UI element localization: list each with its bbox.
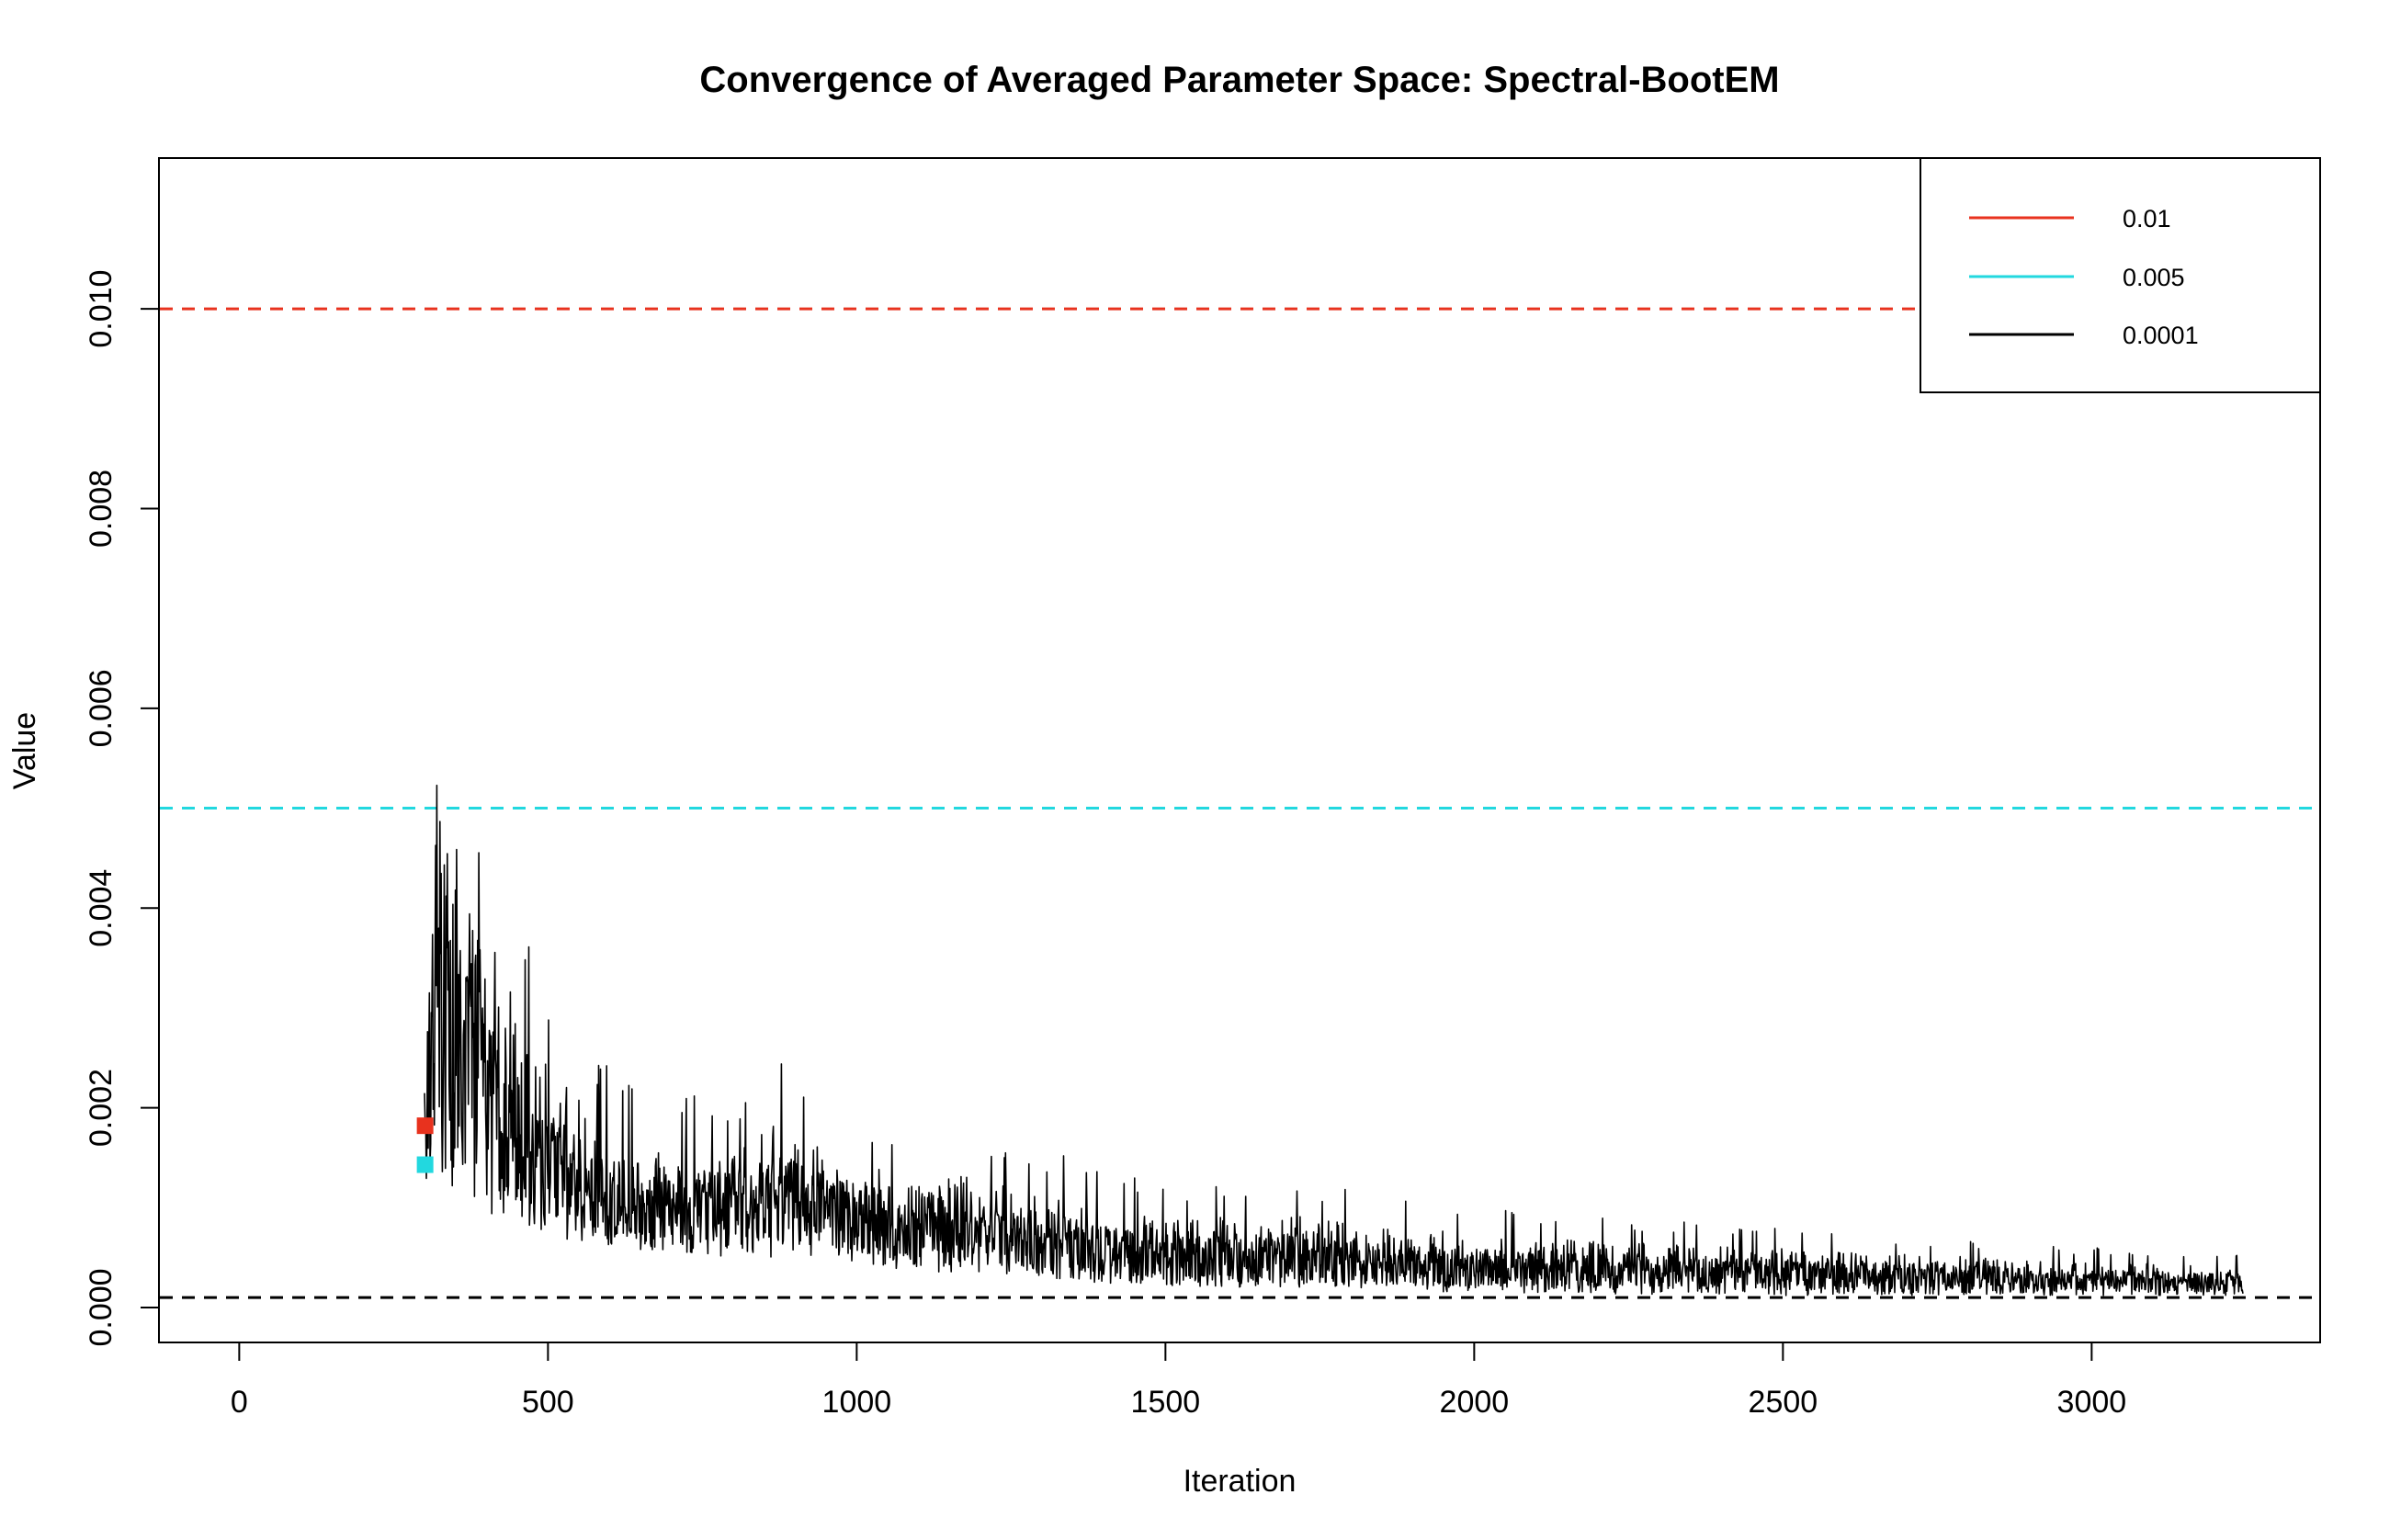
y-tick-label: 0.008 bbox=[84, 470, 119, 548]
x-tick-label: 3000 bbox=[2057, 1385, 2127, 1420]
x-tick-label: 1000 bbox=[822, 1385, 892, 1420]
x-tick-label: 500 bbox=[522, 1385, 574, 1420]
threshold-lines bbox=[160, 307, 2319, 1299]
series-layer bbox=[424, 784, 2244, 1297]
x-axis: 0 500 1000 1500 2000 2500 3000 bbox=[231, 1342, 2126, 1420]
y-axis: 0.000 0.002 0.004 0.006 0.008 0.010 bbox=[84, 270, 159, 1347]
y-axis-label: Value bbox=[7, 712, 42, 789]
y-tick-label: 0.004 bbox=[84, 869, 119, 947]
x-axis-label: Iteration bbox=[1184, 1464, 1297, 1499]
series-line-averaged-parameter-value bbox=[424, 784, 2244, 1297]
x-tick-label: 2500 bbox=[1749, 1385, 1818, 1420]
x-tick-label: 2000 bbox=[1440, 1385, 1510, 1420]
convergence-markers bbox=[416, 1117, 434, 1173]
legend: 0.01 0.005 0.0001 bbox=[1920, 157, 2321, 393]
y-tick-label: 0.000 bbox=[84, 1268, 119, 1346]
legend-label-0.0001: 0.0001 bbox=[2123, 322, 2199, 349]
marker-convergence-0.005 bbox=[416, 1156, 434, 1173]
chart-title: Convergence of Averaged Parameter Space:… bbox=[699, 60, 1779, 100]
y-tick-label: 0.002 bbox=[84, 1069, 119, 1147]
marker-convergence-0.01 bbox=[416, 1117, 434, 1135]
legend-label-0.01: 0.01 bbox=[2123, 205, 2171, 232]
x-tick-label: 1500 bbox=[1131, 1385, 1201, 1420]
x-tick-label: 0 bbox=[231, 1385, 248, 1420]
legend-label-0.005: 0.005 bbox=[2123, 264, 2185, 291]
y-tick-label: 0.006 bbox=[84, 669, 119, 747]
y-tick-label: 0.010 bbox=[84, 270, 119, 348]
